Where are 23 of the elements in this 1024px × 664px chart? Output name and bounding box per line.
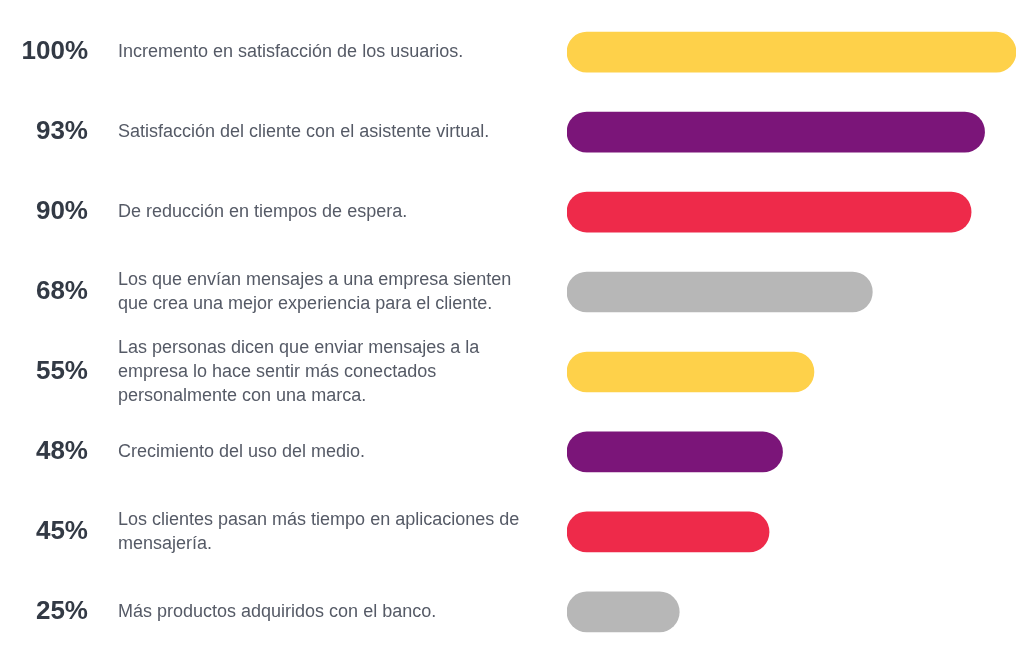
bar: [567, 511, 770, 553]
y-tick-label: Crecimiento del uso del medio.: [118, 440, 366, 461]
data-label: 100%: [21, 35, 88, 66]
data-label: 45%: [35, 515, 88, 546]
y-tick-label: Las personas dicen que enviar mensajes a la empresa lo hace sentir más conectados personalmente con una marca.: [118, 336, 481, 406]
bar: [567, 191, 972, 233]
data-label: 90%: [35, 195, 88, 226]
y-tick-label: De reducción en tiempos de espera.: [118, 201, 408, 222]
bar: [567, 271, 873, 313]
bar: [567, 431, 783, 473]
y-tick-label: Satisfacción del cliente con el asistente virtual.: [118, 121, 490, 142]
y-tick-label: Los que envían mensajes a una empresa sienten que crea una mejor experiencia para el cliente.: [118, 268, 512, 314]
y-tick-label: Los clientes pasan más tiempo en aplicaciones de mensajería.: [118, 508, 520, 554]
data-label: 25%: [35, 595, 88, 626]
data-label: 93%: [35, 115, 88, 146]
bar: [567, 31, 1016, 73]
bar: [567, 351, 815, 393]
data-label: 68%: [35, 275, 88, 306]
data-label: 48%: [35, 435, 88, 466]
bar: [567, 111, 985, 153]
data-label: 55%: [35, 355, 88, 386]
y-tick-label: Incremento en satisfacción de los usuarios.: [118, 41, 464, 62]
y-tick-label: Más productos adquiridos con el banco.: [118, 600, 437, 621]
